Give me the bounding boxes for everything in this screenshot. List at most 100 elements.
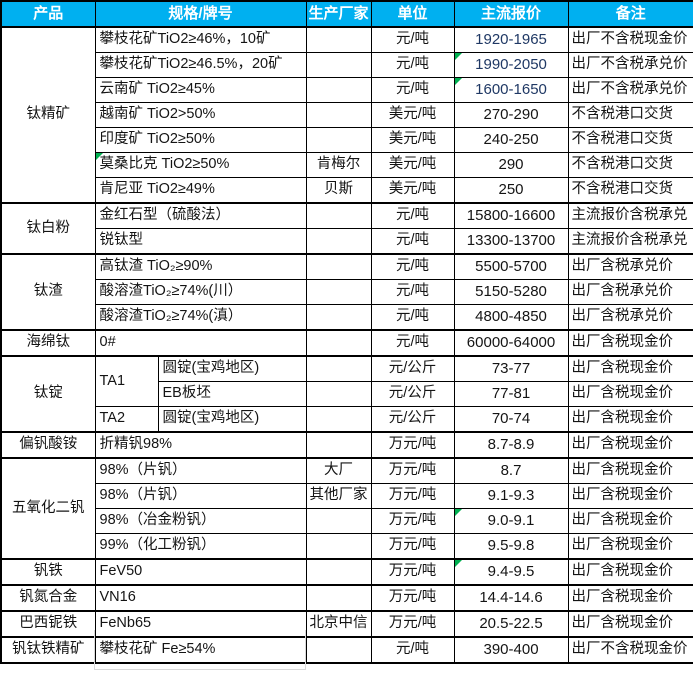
factory-cell[interactable]: 大厂: [305, 457, 372, 484]
unit-cell[interactable]: 元/吨: [370, 636, 455, 664]
note-cell[interactable]: 出厂不含税现金价: [567, 636, 693, 664]
note-cell[interactable]: 出厂含税现金价: [567, 431, 693, 459]
note-cell[interactable]: 出厂含税现金价: [567, 457, 693, 484]
price-cell[interactable]: 60000-64000: [453, 329, 569, 357]
price-cell[interactable]: 14.4-14.6: [453, 584, 569, 612]
factory-cell[interactable]: 贝斯: [305, 177, 372, 204]
price-cell[interactable]: 15800-16600: [453, 202, 569, 229]
unit-cell[interactable]: 元/吨: [370, 304, 455, 331]
unit-cell[interactable]: 万元/吨: [370, 508, 455, 534]
price-cell[interactable]: 270-290: [453, 102, 569, 128]
spec-cell[interactable]: FeV50: [94, 558, 307, 586]
unit-cell[interactable]: 元/公斤: [370, 355, 455, 382]
spec-cell[interactable]: 折精钒98%: [94, 431, 307, 459]
product-cell[interactable]: 钒氮合金: [0, 584, 96, 612]
unit-cell[interactable]: 万元/吨: [370, 584, 455, 612]
spec-cell[interactable]: 99%（化工粉钒）: [94, 533, 307, 560]
factory-cell[interactable]: [305, 127, 372, 153]
grade-cell[interactable]: TA2: [94, 406, 159, 433]
factory-cell[interactable]: [305, 558, 372, 586]
unit-cell[interactable]: 万元/吨: [370, 610, 455, 638]
spec-cell[interactable]: 肯尼亚 TiO2≥49%: [94, 177, 307, 204]
unit-cell[interactable]: 元/吨: [370, 279, 455, 305]
spec-cell[interactable]: 98%（冶金粉钒）: [94, 508, 307, 534]
note-cell[interactable]: 出厂含税现金价: [567, 533, 693, 560]
product-cell[interactable]: 钛锭: [0, 355, 96, 433]
factory-cell[interactable]: [305, 77, 372, 103]
unit-cell[interactable]: 万元/吨: [370, 483, 455, 509]
note-cell[interactable]: 不含税港口交货: [567, 102, 693, 128]
unit-cell[interactable]: 元/吨: [370, 52, 455, 78]
unit-cell[interactable]: 元/公斤: [370, 381, 455, 407]
spec-cell[interactable]: 98%（片钒）: [94, 457, 307, 484]
note-cell[interactable]: 出厂含税现金价: [567, 584, 693, 612]
unit-cell[interactable]: 元/吨: [370, 77, 455, 103]
factory-cell[interactable]: [305, 52, 372, 78]
spec-cell[interactable]: 酸溶渣TiO₂≥74%(滇）: [94, 304, 307, 331]
unit-cell[interactable]: 元/吨: [370, 26, 455, 53]
spec-cell[interactable]: 攀枝花矿 Fe≥54%: [94, 636, 307, 664]
note-cell[interactable]: 出厂含税承兑价: [567, 279, 693, 305]
note-cell[interactable]: 不含税港口交货: [567, 127, 693, 153]
note-cell[interactable]: 主流报价含税承兑: [567, 202, 693, 229]
product-cell[interactable]: 五氧化二钒: [0, 457, 96, 560]
note-cell[interactable]: 出厂含税现金价: [567, 508, 693, 534]
spec-cell[interactable]: 0#: [94, 329, 307, 357]
note-cell[interactable]: 出厂不含税承兑价: [567, 52, 693, 78]
header-note[interactable]: 备注: [567, 0, 693, 28]
factory-cell[interactable]: [305, 228, 372, 255]
price-cell[interactable]: 5500-5700: [453, 253, 569, 280]
unit-cell[interactable]: 元/吨: [370, 253, 455, 280]
product-cell[interactable]: 钒铁: [0, 558, 96, 586]
spec-cell[interactable]: 高钛渣 TiO₂≥90%: [94, 253, 307, 280]
product-cell[interactable]: 钛白粉: [0, 202, 96, 255]
note-cell[interactable]: 出厂含税现金价: [567, 483, 693, 509]
spec-cell[interactable]: 酸溶渣TiO₂≥74%(川）: [94, 279, 307, 305]
price-cell[interactable]: 73-77: [453, 355, 569, 382]
price-cell[interactable]: 290: [453, 152, 569, 178]
factory-cell[interactable]: [305, 431, 372, 459]
unit-cell[interactable]: 美元/吨: [370, 152, 455, 178]
price-cell[interactable]: 13300-13700: [453, 228, 569, 255]
factory-cell[interactable]: [305, 329, 372, 357]
unit-cell[interactable]: 美元/吨: [370, 102, 455, 128]
factory-cell[interactable]: 其他厂家: [305, 483, 372, 509]
header-unit[interactable]: 单位: [370, 0, 455, 28]
unit-cell[interactable]: 万元/吨: [370, 558, 455, 586]
factory-cell[interactable]: [305, 533, 372, 560]
product-cell[interactable]: 海绵钛: [0, 329, 96, 357]
spec-cell[interactable]: 攀枝花矿TiO2≥46%，10矿: [94, 26, 307, 53]
factory-cell[interactable]: [305, 253, 372, 280]
note-cell[interactable]: 出厂含税承兑价: [567, 253, 693, 280]
factory-cell[interactable]: [305, 584, 372, 612]
factory-cell[interactable]: [305, 304, 372, 331]
price-cell[interactable]: 1920-1965: [453, 26, 569, 53]
factory-cell[interactable]: 肯梅尔: [305, 152, 372, 178]
product-cell[interactable]: 钛精矿: [0, 26, 96, 204]
product-cell[interactable]: 钒钛铁精矿: [0, 636, 96, 664]
product-cell[interactable]: 巴西铌铁: [0, 610, 96, 638]
spec-cell[interactable]: 金红石型（硫酸法）: [94, 202, 307, 229]
note-cell[interactable]: 出厂含税现金价: [567, 406, 693, 433]
factory-cell[interactable]: [305, 202, 372, 229]
spec-cell[interactable]: EB板坯: [157, 381, 307, 407]
price-cell[interactable]: 9.0-9.1: [453, 508, 569, 534]
unit-cell[interactable]: 美元/吨: [370, 177, 455, 204]
factory-cell[interactable]: [305, 381, 372, 407]
price-cell[interactable]: 240-250: [453, 127, 569, 153]
unit-cell[interactable]: 美元/吨: [370, 127, 455, 153]
spec-cell[interactable]: 莫桑比克 TiO2≥50%: [94, 152, 307, 178]
header-factory[interactable]: 生产厂家: [305, 0, 372, 28]
spec-cell[interactable]: 攀枝花矿TiO2≥46.5%，20矿: [94, 52, 307, 78]
note-cell[interactable]: 不含税港口交货: [567, 152, 693, 178]
spec-cell[interactable]: FeNb65: [94, 610, 307, 638]
price-cell[interactable]: 250: [453, 177, 569, 204]
factory-cell[interactable]: [305, 508, 372, 534]
spec-cell[interactable]: 圆锭(宝鸡地区): [157, 406, 307, 433]
spec-cell[interactable]: 越南矿 TiO2>50%: [94, 102, 307, 128]
factory-cell[interactable]: [305, 102, 372, 128]
unit-cell[interactable]: 元/吨: [370, 228, 455, 255]
product-cell[interactable]: 偏钒酸铵: [0, 431, 96, 459]
unit-cell[interactable]: 万元/吨: [370, 533, 455, 560]
grade-cell[interactable]: TA1: [94, 355, 159, 407]
